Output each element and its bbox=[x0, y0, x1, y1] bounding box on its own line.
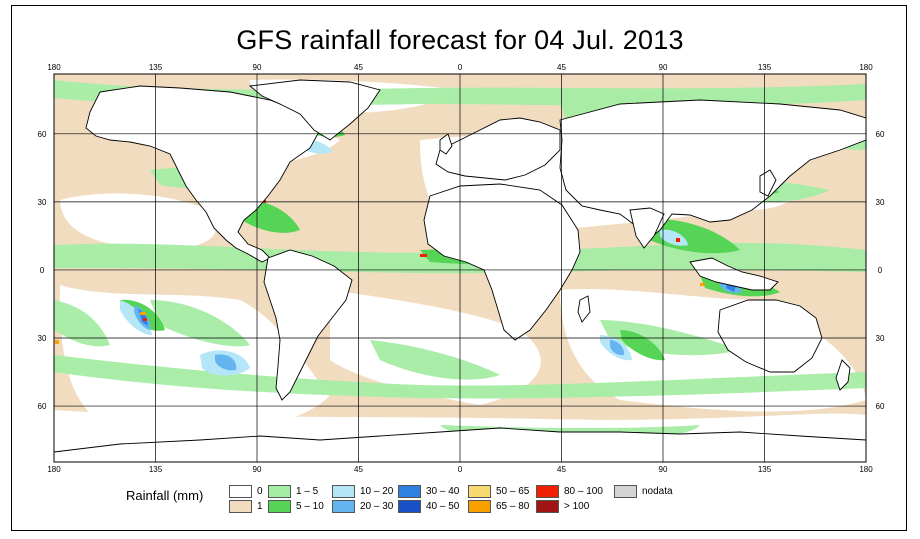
map-border bbox=[53, 73, 867, 463]
legend-label: 30 – 40 bbox=[426, 486, 460, 497]
legend-label: 0 bbox=[257, 486, 263, 497]
longitude-tick-label: 180 bbox=[47, 63, 61, 72]
greenland bbox=[248, 79, 381, 141]
legend-label: 5 – 10 bbox=[296, 501, 324, 512]
legend-label: 10 – 20 bbox=[360, 486, 394, 497]
longitude-tick-label: 135 bbox=[149, 465, 163, 474]
legend-label: 65 – 80 bbox=[496, 501, 530, 512]
legend-label: 20 – 30 bbox=[360, 501, 394, 512]
japan bbox=[759, 169, 777, 197]
legend-label: nodata bbox=[642, 486, 673, 497]
legend-label: 1 – 5 bbox=[296, 486, 319, 497]
africa bbox=[423, 183, 581, 341]
legend-swatch bbox=[468, 500, 491, 513]
legend-swatch bbox=[536, 485, 559, 498]
latitude-tick-label: 60 bbox=[876, 402, 885, 411]
legend-label: > 100 bbox=[564, 501, 590, 512]
longitude-tick-label: 0 bbox=[458, 63, 463, 72]
legend-swatch bbox=[468, 485, 491, 498]
longitude-tick-label: 180 bbox=[859, 465, 873, 474]
latitude-tick-label: 0 bbox=[40, 266, 45, 275]
longitude-tick-label: 135 bbox=[149, 63, 163, 72]
legend-label: 50 – 65 bbox=[496, 486, 530, 497]
legend-swatch bbox=[332, 500, 355, 513]
latitude-tick-label: 30 bbox=[38, 334, 47, 343]
graticule bbox=[54, 74, 866, 462]
longitude-tick-label: 45 bbox=[557, 63, 566, 72]
latitude-tick-label: 60 bbox=[38, 402, 47, 411]
asia bbox=[559, 99, 866, 241]
legend-swatch bbox=[229, 485, 252, 498]
map-plot-area bbox=[54, 74, 866, 462]
australia bbox=[717, 299, 823, 373]
legend-title: Rainfall (mm) bbox=[126, 488, 204, 503]
latitude-tick-label: 30 bbox=[38, 198, 47, 207]
latitude-tick-label: 0 bbox=[878, 266, 883, 275]
legend-swatch bbox=[398, 485, 421, 498]
latitude-ticks-right: 60 30 0 30 60 bbox=[876, 130, 885, 411]
legend-swatch bbox=[536, 500, 559, 513]
latitude-tick-label: 60 bbox=[876, 130, 885, 139]
longitude-tick-label: 90 bbox=[253, 465, 262, 474]
latitude-tick-label: 60 bbox=[38, 130, 47, 139]
legend-swatch bbox=[332, 485, 355, 498]
longitude-tick-label: 180 bbox=[47, 465, 61, 474]
longitude-ticks-top: 180 135 90 45 0 45 90 135 180 bbox=[47, 63, 873, 72]
legend-swatch bbox=[614, 485, 637, 498]
india bbox=[629, 207, 665, 249]
legend-label: 40 – 50 bbox=[426, 501, 460, 512]
longitude-tick-label: 90 bbox=[659, 63, 668, 72]
longitude-tick-label: 135 bbox=[758, 465, 772, 474]
longitude-tick-label: 45 bbox=[557, 465, 566, 474]
south-america bbox=[263, 249, 353, 401]
latitude-ticks-left: 60 30 0 30 60 bbox=[38, 130, 47, 411]
madagascar bbox=[577, 295, 591, 323]
longitude-tick-label: 135 bbox=[758, 63, 772, 72]
legend-swatch bbox=[229, 500, 252, 513]
british-isles bbox=[439, 133, 453, 155]
longitude-tick-label: 90 bbox=[659, 465, 668, 474]
legend-swatch bbox=[268, 500, 291, 513]
legend-swatch bbox=[398, 500, 421, 513]
southeast-asia-islands bbox=[689, 257, 779, 291]
legend-swatch bbox=[268, 485, 291, 498]
latitude-tick-label: 30 bbox=[876, 334, 885, 343]
legend-label: 1 bbox=[257, 501, 263, 512]
legend-label: 80 – 100 bbox=[564, 486, 603, 497]
longitude-ticks-bottom: 180 135 90 45 0 45 90 135 180 bbox=[47, 465, 873, 474]
longitude-tick-label: 45 bbox=[354, 465, 363, 474]
map-title: GFS rainfall forecast for 04 Jul. 2013 bbox=[236, 25, 684, 55]
new-zealand bbox=[835, 359, 851, 391]
latitude-tick-label: 30 bbox=[876, 198, 885, 207]
longitude-tick-label: 180 bbox=[859, 63, 873, 72]
longitude-tick-label: 90 bbox=[253, 63, 262, 72]
longitude-tick-label: 45 bbox=[354, 63, 363, 72]
longitude-tick-label: 0 bbox=[458, 465, 463, 474]
